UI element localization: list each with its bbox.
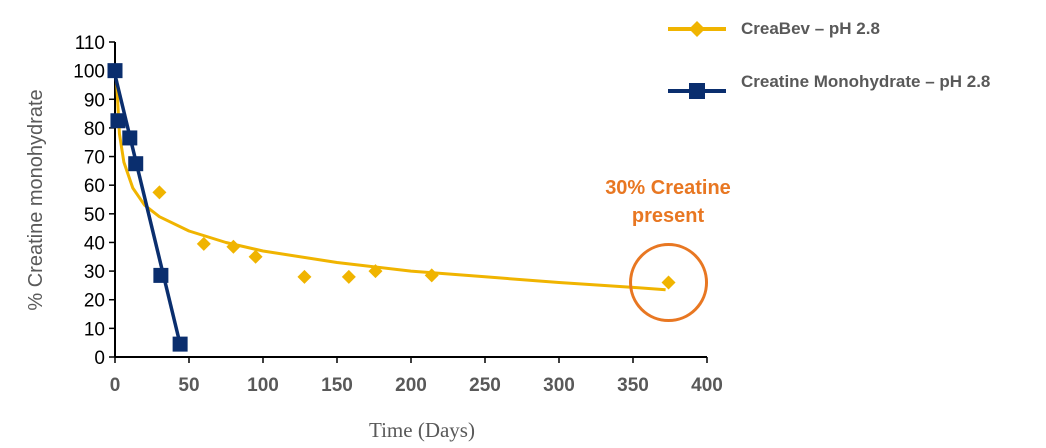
y-tick-label: 0 [94, 348, 105, 369]
y-tick-label: 40 [84, 233, 105, 254]
x-tick-label: 400 [691, 375, 723, 396]
data-point-creatine-monohydrate [122, 130, 138, 146]
x-axis-ticks: 0 50 100 150 200 250 300 350 400 [110, 357, 723, 396]
data-point-creabev [341, 269, 356, 284]
data-point-creatine-monohydrate [110, 113, 126, 129]
data-point-creatine-monohydrate [153, 267, 169, 283]
x-tick-label: 150 [321, 375, 353, 396]
y-tick-label: 10 [84, 319, 105, 340]
data-point-creabev [196, 236, 211, 251]
legend: CreaBev – pH 2.8 Creatine Monohydrate – … [668, 19, 990, 99]
data-point-creabev [424, 268, 439, 283]
y-tick-label: 70 [84, 148, 105, 169]
y-tick-label: 80 [84, 119, 105, 140]
y-tick-label: 100 [73, 62, 105, 83]
y-tick-label: 20 [84, 291, 105, 312]
x-axis-label: Time (Days) [369, 418, 475, 442]
trendline-creatine-monohydrate [113, 74, 182, 345]
data-point-creabev [152, 185, 167, 200]
series-marks [107, 63, 676, 352]
data-point-creatine-monohydrate [172, 336, 188, 352]
y-tick-label: 110 [75, 33, 105, 54]
data-point-creabev [248, 249, 263, 264]
data-point-creatine-monohydrate [128, 156, 144, 172]
data-point-creabev [226, 239, 241, 254]
x-tick-label: 50 [178, 375, 199, 396]
x-tick-label: 300 [543, 375, 575, 396]
annotation-text-line2: present [632, 205, 705, 227]
legend-marker-creabev [689, 21, 705, 37]
trendlines [113, 74, 666, 345]
x-tick-label: 100 [247, 375, 279, 396]
x-tick-label: 350 [617, 375, 649, 396]
x-tick-label: 200 [395, 375, 427, 396]
axes [114, 42, 707, 358]
legend-label-creatine-monohydrate: Creatine Monohydrate – pH 2.8 [741, 72, 990, 91]
x-tick-label: 250 [469, 375, 501, 396]
legend-marker-creatine-monohydrate [689, 83, 705, 99]
annotation-circle [629, 243, 709, 323]
annotation-text-line1: 30% Creatine [605, 177, 731, 199]
annotation: 30% Creatine present [605, 177, 731, 323]
legend-label-creabev: CreaBev – pH 2.8 [741, 19, 880, 38]
x-tick-label: 0 [110, 375, 121, 396]
data-point-creatine-monohydrate [107, 63, 123, 79]
data-point-creabev [368, 264, 383, 279]
trendline-creabev [115, 79, 666, 292]
data-point-creabev [297, 269, 312, 284]
y-axis-ticks: 0 10 20 30 40 50 60 70 80 90 100 110 [73, 33, 115, 369]
y-tick-label: 30 [84, 262, 105, 283]
data-point-creabev [661, 275, 676, 290]
y-tick-label: 50 [84, 205, 105, 226]
y-tick-label: 90 [84, 90, 105, 111]
y-tick-label: 60 [84, 176, 105, 197]
y-axis-label: % Creatine monohydrate [25, 89, 47, 310]
